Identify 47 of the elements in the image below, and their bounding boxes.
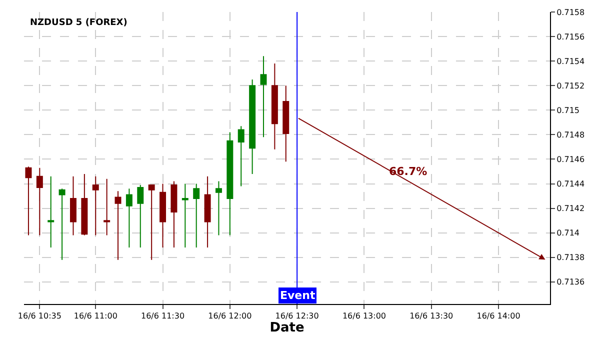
candlestick (114, 190, 122, 260)
candlestick (25, 166, 32, 236)
y-tick-label: 0.7146 (556, 155, 585, 164)
candlestick (48, 176, 54, 248)
x-tick-label: 16/6 11:30 (140, 312, 185, 321)
candlestick (58, 188, 66, 260)
candlestick (182, 183, 188, 248)
candlestick (92, 176, 99, 236)
candlestick (148, 184, 155, 260)
x-tick-label: 16/6 13:00 (342, 312, 386, 321)
y-tick-label: 0.715 (556, 106, 580, 115)
x-tick-label: 16/6 11:00 (74, 312, 118, 321)
candlestick (137, 184, 144, 248)
y-tick-label: 0.7148 (556, 130, 585, 140)
candlestick (193, 183, 200, 248)
y-tick-label: 0.7136 (556, 278, 585, 287)
x-tick-label: 16/6 12:30 (275, 312, 319, 321)
candlestick (249, 78, 256, 174)
y-tick-label: 0.7156 (556, 32, 585, 42)
candlestick (238, 126, 244, 187)
candlestick (215, 180, 222, 236)
y-tick-label: 0.7144 (556, 180, 585, 189)
candlestick (282, 85, 290, 162)
candlestick (36, 167, 43, 236)
annotation: 66.7% (389, 165, 428, 178)
x-axis-title: Date (270, 320, 304, 336)
candlestick (170, 180, 178, 248)
y-tick-label: 0.7158 (556, 8, 585, 17)
candlestick (70, 176, 76, 236)
text: NZDUSD 5 (FOREX) (30, 18, 128, 28)
candlestick (160, 183, 166, 248)
candlestick (260, 56, 267, 138)
y-tick-label: 0.7142 (556, 204, 585, 214)
candlestick (81, 173, 88, 236)
candlestick (126, 188, 132, 248)
y-tick-label: 0.7152 (556, 81, 585, 90)
ref-line-label: Event (280, 289, 316, 302)
x-tick-label: 16/6 10:35 (18, 312, 62, 321)
candlestick (104, 178, 110, 236)
candlestick (204, 176, 211, 248)
x-tick-label: 16/6 14:00 (476, 312, 520, 321)
y-tick-label: 0.714 (556, 228, 580, 238)
y-tick-label: 0.7154 (556, 56, 585, 66)
x-tick-label: 16/6 13:30 (410, 312, 454, 321)
y-tick-label: 0.7138 (556, 253, 585, 262)
x-tick-label: 16/6 12:00 (208, 312, 252, 321)
candlestick (271, 63, 278, 150)
